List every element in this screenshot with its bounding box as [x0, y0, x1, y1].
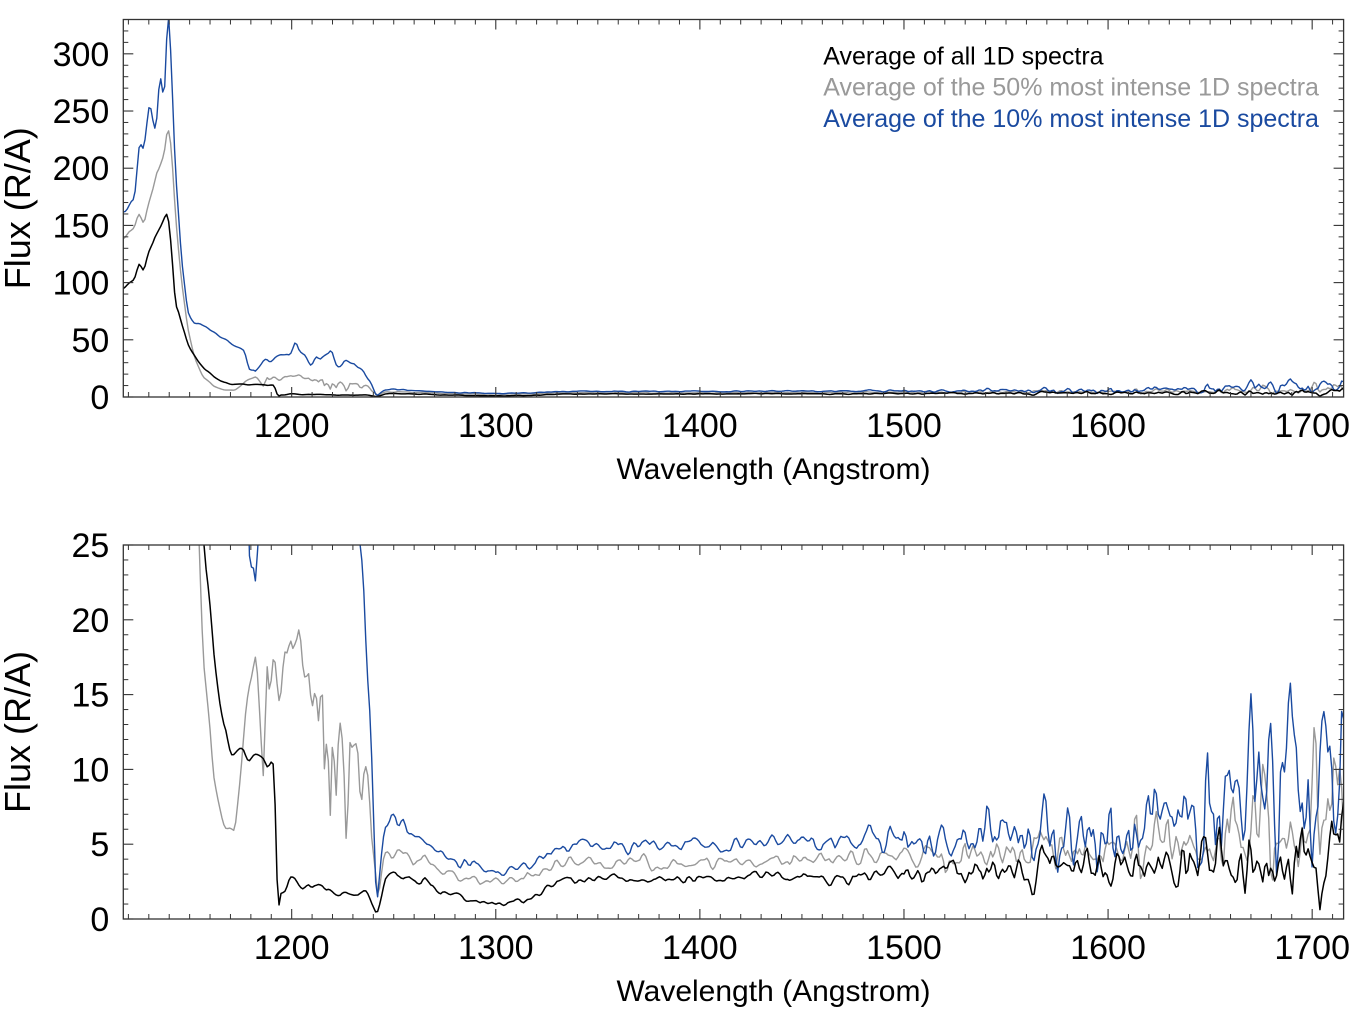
svg-text:1200: 1200	[254, 929, 330, 967]
svg-text:Average of the 10% most intens: Average of the 10% most intense 1D spect…	[823, 105, 1319, 133]
svg-text:Flux (R/A): Flux (R/A)	[0, 651, 38, 813]
svg-text:1300: 1300	[458, 929, 534, 967]
svg-text:Wavelength (Angstrom): Wavelength (Angstrom)	[616, 975, 930, 1008]
svg-text:1200: 1200	[254, 407, 330, 445]
svg-text:5: 5	[90, 826, 109, 864]
svg-text:100: 100	[53, 265, 110, 303]
svg-text:1700: 1700	[1274, 929, 1350, 967]
svg-text:50: 50	[71, 322, 109, 360]
svg-text:Flux (R/A): Flux (R/A)	[0, 127, 38, 289]
svg-text:1600: 1600	[1070, 407, 1146, 445]
svg-text:1500: 1500	[866, 407, 942, 445]
svg-text:1400: 1400	[662, 407, 738, 445]
svg-text:0: 0	[90, 901, 109, 939]
svg-text:Average of all 1D spectra: Average of all 1D spectra	[823, 43, 1103, 71]
svg-text:1300: 1300	[458, 407, 534, 445]
svg-text:Wavelength (Angstrom): Wavelength (Angstrom)	[616, 453, 930, 486]
svg-text:25: 25	[71, 527, 109, 565]
svg-text:1500: 1500	[866, 929, 942, 967]
svg-text:0: 0	[90, 379, 109, 417]
svg-text:300: 300	[53, 36, 110, 74]
svg-text:Average of the 50% most intens: Average of the 50% most intense 1D spect…	[823, 74, 1319, 102]
svg-text:250: 250	[53, 93, 110, 131]
svg-text:200: 200	[53, 150, 110, 188]
svg-text:1400: 1400	[662, 929, 738, 967]
svg-text:1700: 1700	[1274, 407, 1350, 445]
svg-text:150: 150	[53, 207, 110, 245]
svg-text:1600: 1600	[1070, 929, 1146, 967]
svg-text:10: 10	[71, 751, 109, 789]
svg-text:15: 15	[71, 677, 109, 715]
svg-text:20: 20	[71, 602, 109, 640]
